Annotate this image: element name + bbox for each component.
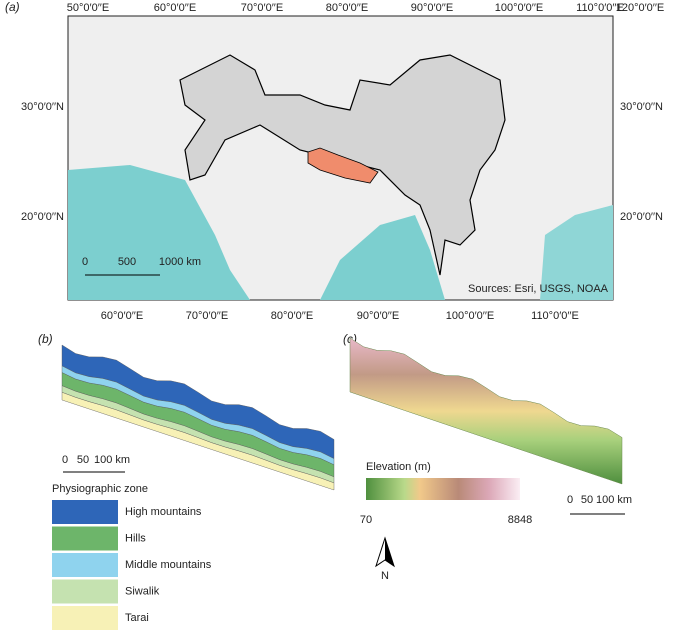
- scale-label: 50: [77, 454, 89, 466]
- longitude-label: 110°0′0′′E: [531, 310, 579, 322]
- longitude-label: 100°0′0′′E: [495, 2, 544, 14]
- longitude-label: 80°0′0′′E: [326, 2, 368, 14]
- longitude-label: 50°0′0′′E: [67, 2, 109, 14]
- legend-swatch: [52, 579, 118, 604]
- legend-swatch: [52, 526, 118, 551]
- arabian-sea: [68, 165, 250, 300]
- legend-label: Tarai: [125, 612, 149, 624]
- longitude-label: 80°0′0′′E: [271, 310, 313, 322]
- latitude-label: 20°0′0′′N: [21, 211, 64, 223]
- zone-map: [61, 344, 335, 491]
- longitude-label: 90°0′0′′E: [357, 310, 399, 322]
- longitude-label: 110°0′0′′E: [576, 2, 624, 14]
- nepal-highlight: [307, 147, 379, 184]
- north-label: N: [381, 570, 389, 582]
- longitude-label: 60°0′0′′E: [101, 310, 143, 322]
- scale-label: 50: [581, 494, 593, 506]
- study-region-outline: [179, 54, 506, 276]
- credit: Sources: Esri, USGS, NOAA: [468, 283, 609, 295]
- ramp-min: 70: [360, 514, 372, 526]
- longitude-label: 120°0′0′′E: [616, 2, 665, 14]
- north-arrow-half: [385, 538, 394, 566]
- scale-label: 0: [567, 494, 573, 506]
- zone: [61, 392, 335, 491]
- ramp-max: 8848: [508, 514, 532, 526]
- panel-label: (a): [5, 0, 20, 14]
- zone: [61, 365, 335, 466]
- scale-label: 0: [82, 256, 88, 268]
- longitude-label: 60°0′0′′E: [154, 2, 196, 14]
- longitude-label: 90°0′0′′E: [411, 2, 453, 14]
- latitude-label: 30°0′0′′N: [620, 101, 663, 113]
- legend-label: Hills: [125, 532, 146, 544]
- scale-label: 500: [118, 256, 136, 268]
- scale-label: 100 km: [94, 454, 130, 466]
- latitude-label: 30°0′0′′N: [21, 101, 64, 113]
- elevation-map: [349, 337, 623, 485]
- scale-label: 0: [62, 454, 68, 466]
- legend-label: Siwalik: [125, 585, 160, 597]
- legend-swatch: [52, 500, 118, 524]
- longitude-label: 100°0′0′′E: [446, 310, 495, 322]
- legend-title: Physiographic zone: [52, 483, 148, 495]
- legend-swatch: [52, 553, 118, 577]
- longitude-label: 70°0′0′′E: [241, 2, 283, 14]
- legend-title: Elevation (m): [366, 461, 431, 473]
- legend: High mountains Hills Middle mountains Siwal…: [52, 500, 212, 630]
- longitude-label: 70°0′0′′E: [186, 310, 228, 322]
- bay-of-bengal: [320, 215, 445, 300]
- latitude-label: 20°0′0′′N: [620, 211, 663, 223]
- legend-label: Middle mountains: [125, 559, 212, 571]
- elevation-ramp: [366, 478, 520, 500]
- south-china-sea: [540, 205, 613, 300]
- panel-label: (b): [38, 332, 53, 346]
- scale-label: 1000 km: [159, 256, 201, 268]
- legend-swatch: [52, 606, 118, 630]
- legend-label: High mountains: [125, 506, 202, 518]
- scale-label: 100 km: [596, 494, 632, 506]
